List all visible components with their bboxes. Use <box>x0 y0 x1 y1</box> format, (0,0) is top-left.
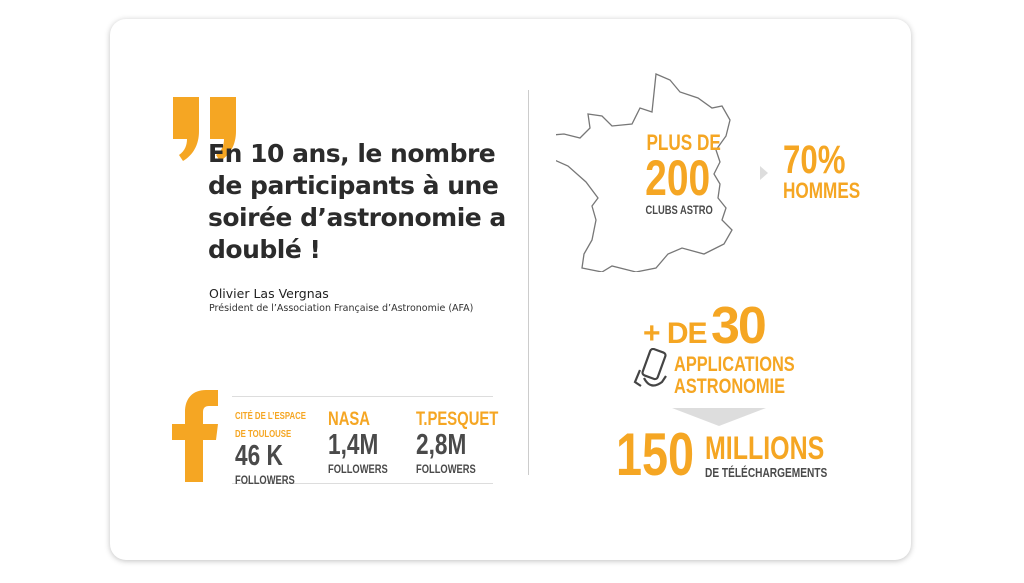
facebook-icon <box>172 390 218 482</box>
clubs-stat: PLUS DE 200 CLUBS ASTRO <box>636 132 721 219</box>
account-name: T.PESQUET <box>416 409 499 430</box>
arrow-right-icon <box>760 166 768 180</box>
followers-label: FOLLOWERS <box>328 462 388 476</box>
account-name: NASA <box>328 409 370 430</box>
divider-top <box>232 396 493 397</box>
downloads-number: 150 <box>616 421 695 488</box>
men-stat: 70% HOMMES <box>783 140 882 203</box>
downloads-stat: 150 <box>616 421 716 488</box>
follower-count: 46 K <box>235 440 283 472</box>
clubs-label: CLUBS ASTRO <box>645 203 713 217</box>
apps-label: APPLICATIONS ASTRONOMIE <box>674 354 829 398</box>
fb-account-nasa: NASA 1,4M FOLLOWERS <box>328 410 405 478</box>
downloads-unit: MILLIONS <box>705 430 825 466</box>
fb-account-pesquet: T.PESQUET 2,8M FOLLOWERS <box>416 410 522 478</box>
divider-bottom <box>232 483 493 484</box>
clubs-number: 200 <box>645 150 711 206</box>
apps-stat: + DE 30 <box>643 296 767 356</box>
downloads-label: MILLIONS DE TÉLÉCHARGEMENTS <box>705 432 862 482</box>
quote-author: Olivier Las Vergnas <box>209 286 329 301</box>
apps-number: 30 <box>710 297 767 355</box>
men-percent: 70% <box>783 138 846 182</box>
clubs-prefix: PLUS DE <box>646 130 721 155</box>
quote-author-role: Président de l’Association Française d’A… <box>209 303 474 314</box>
follower-count: 1,4M <box>328 429 379 461</box>
quote-mark-icon <box>173 97 236 161</box>
infographic-card <box>110 19 911 560</box>
apps-line2: ASTRONOMIE <box>674 375 786 398</box>
column-divider <box>528 90 529 475</box>
followers-label: FOLLOWERS <box>235 473 295 487</box>
france-map-icon <box>556 73 733 272</box>
smartphone-hand-icon <box>633 348 667 387</box>
followers-label: FOLLOWERS <box>416 462 476 476</box>
downloads-text: DE TÉLÉCHARGEMENTS <box>705 465 828 480</box>
account-name: CITÉ DE L’ESPACE <box>235 411 306 422</box>
account-name: DE TOULOUSE <box>235 429 292 440</box>
arrow-down-icon <box>672 408 766 426</box>
apps-prefix: + DE <box>643 317 708 350</box>
quote-text: En 10 ans, le nombre de participants à u… <box>208 139 506 264</box>
follower-count: 2,8M <box>416 429 467 461</box>
men-label: HOMMES <box>783 178 861 203</box>
apps-line1: APPLICATIONS <box>674 353 795 376</box>
fb-account-cite-espace: CITÉ DE L’ESPACE DE TOULOUSE 46 K FOLLOW… <box>235 406 326 489</box>
